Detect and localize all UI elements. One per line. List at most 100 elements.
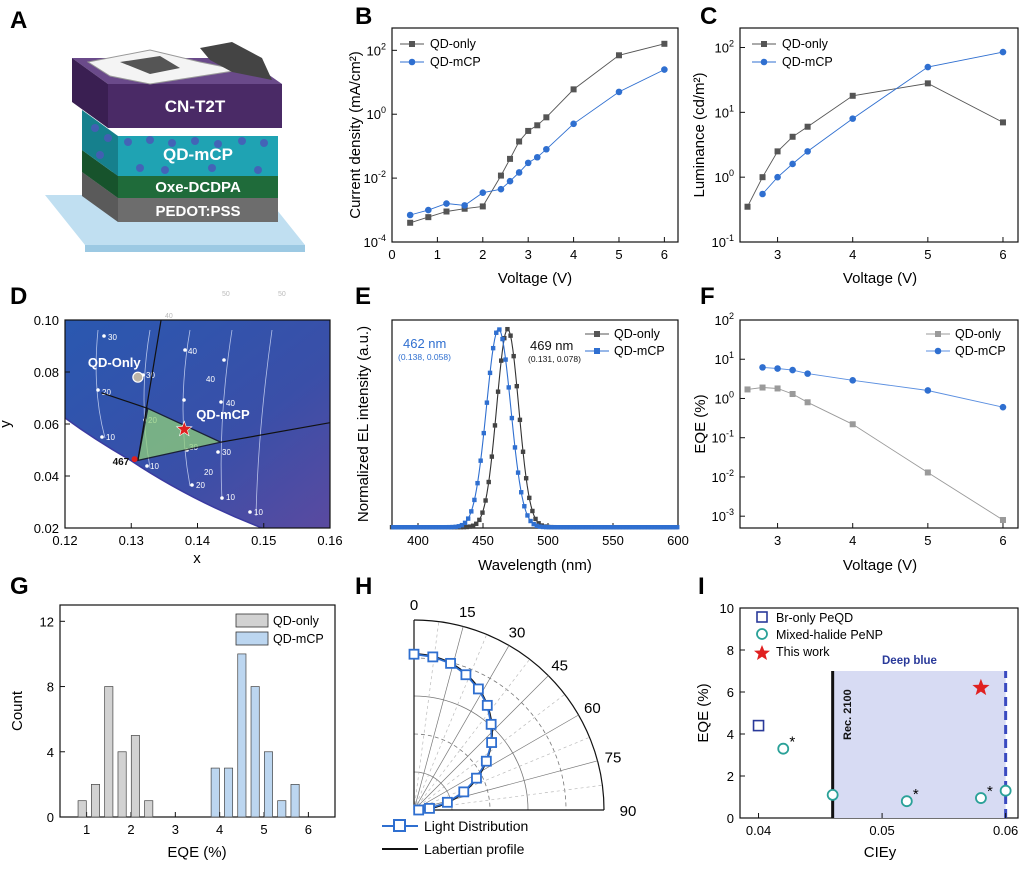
ticklabel-g-x-4: 5 xyxy=(260,822,267,837)
ticklabel-f-x-3: 6 xyxy=(999,533,1006,548)
ylabel-g: Count xyxy=(9,690,26,731)
series-f-1-line xyxy=(762,366,1004,408)
ticklabel-g-x-0: 1 xyxy=(83,822,90,837)
point-b-0-5 xyxy=(497,172,504,179)
substrate-side xyxy=(85,245,305,252)
point-f-1-1 xyxy=(774,365,781,372)
series-b xyxy=(406,40,668,226)
distribution-curve xyxy=(413,653,493,811)
axis-ticks-e: 400 450 500 550 600 xyxy=(407,523,689,548)
point-f-1-3 xyxy=(804,370,811,377)
spectrum-1-point-72 xyxy=(615,525,621,530)
point-b-1-0 xyxy=(406,211,414,219)
legend-g-only: QD-only xyxy=(273,614,320,628)
peak-mcp-label: 462 nm xyxy=(403,336,446,351)
panel-letter-i: I xyxy=(698,573,705,600)
point-b-1-6 xyxy=(506,177,514,185)
xlabel-b: Voltage (V) xyxy=(498,270,572,287)
ticklabel-i-y-4: 8 xyxy=(727,643,734,658)
point-i-this-work xyxy=(972,678,990,696)
spectrum-1-point-8 xyxy=(416,525,421,530)
legend-c: QD-only QD-mCP xyxy=(752,37,833,69)
spectrum-1-point-69 xyxy=(606,525,611,530)
ticklabel-c-y-2: 101 xyxy=(715,103,734,120)
spectrum-1-point-42 xyxy=(522,504,527,509)
boundary-line-3 xyxy=(220,422,330,443)
point-c-0-0 xyxy=(744,203,751,210)
polar-angle-label-45: 45 xyxy=(551,657,568,674)
cct-label-10b: 10 xyxy=(226,493,235,502)
spectrum-0-point-39 xyxy=(511,353,516,359)
bar-g-1-4 xyxy=(263,751,273,818)
point-f-0-2 xyxy=(774,385,781,392)
spectrum-1-point-3 xyxy=(400,525,405,530)
bar-g-0-4 xyxy=(130,735,140,818)
spectrum-1-point-4 xyxy=(403,525,408,530)
polar-grid: 0 15 30 45 60 75 90 xyxy=(410,597,637,820)
ticklabel-c-x-1: 4 xyxy=(849,247,856,262)
polar-spoke-52.5 xyxy=(413,694,565,811)
spectrum-1-point-35 xyxy=(500,336,505,342)
spectrum-1-point-27 xyxy=(475,480,480,486)
spectrum-1-point-22 xyxy=(459,522,465,528)
spectrum-1-point-5 xyxy=(406,525,412,530)
spectrum-1-point-7 xyxy=(412,525,418,530)
point-f-1-4 xyxy=(849,377,857,384)
distribution-point-9 xyxy=(471,772,482,784)
point-b-0-12 xyxy=(615,52,622,59)
spectrum-1-point-68 xyxy=(603,525,608,530)
ticklabel-c-x-0: 3 xyxy=(774,247,781,262)
panel-d: D xyxy=(0,283,343,567)
legend-i: Br-only PeQD Mixed-halide PeNP This work xyxy=(754,611,883,660)
point-b-1-12 xyxy=(615,88,623,96)
panel-a: A CN-T2T QD-mCP Oxe-DCDPA PEDOT:PS xyxy=(10,7,305,252)
spectrum-1-point-77 xyxy=(631,525,636,530)
series-c-0-line xyxy=(747,82,1004,207)
point-b-0-3 xyxy=(461,205,468,212)
spectrum-1-point-88 xyxy=(665,525,671,530)
axis-ticks-b: 0 1 2 3 4 5 6 10-4 10-2 100 102 xyxy=(364,41,668,262)
ticklabel-f-y-3: 100 xyxy=(715,389,734,406)
point-qd-mcp-star xyxy=(175,420,193,437)
spectrum-0-point-47 xyxy=(536,521,541,526)
ticklabel-i-x-2: 0.06 xyxy=(993,823,1018,838)
label-qd-mcp: QD-mCP xyxy=(196,407,250,422)
polar-angle-label-0: 0 xyxy=(410,597,418,614)
spectrum-1-point-87 xyxy=(662,525,667,530)
panel-letter-d: D xyxy=(10,283,27,310)
point-i-mixed-2 xyxy=(900,795,913,808)
bar-g-0-1 xyxy=(91,784,100,818)
panel-f: F 3 4 5 6 10-3 10-2 10-1 100 101 102 QD-only QD-m… xyxy=(692,283,1019,574)
polar-spoke-60 xyxy=(413,714,579,811)
cct-label-30c: 30 xyxy=(222,448,231,457)
spectrum-1-point-84 xyxy=(653,525,658,530)
ticklabel-f-y-4: 101 xyxy=(715,350,734,367)
ticklabel-b-x-6: 6 xyxy=(661,247,668,262)
spectrum-1-point-64 xyxy=(590,525,596,530)
point-b-1-10 xyxy=(543,145,550,153)
spectrum-0-point-28 xyxy=(477,517,482,523)
panel-h: H 0 15 30 45 60 75 90 Light Distribution Laber… xyxy=(355,573,636,857)
layer-label-pedot: PEDOT:PSS xyxy=(155,203,240,220)
spectrum-1-point-11 xyxy=(425,525,430,530)
legend-h: Light Distribution Labertian profile xyxy=(382,818,528,857)
point-i-mixed-1 xyxy=(826,789,839,801)
ticklabel-d-y-4: 0.10 xyxy=(34,313,59,328)
spectrum-0-point-43 xyxy=(523,476,529,481)
point-b-0-7 xyxy=(516,138,523,145)
spectrum-1-point-15 xyxy=(437,525,443,530)
point-c-1-4 xyxy=(849,115,857,122)
spectrum-0-point-26 xyxy=(470,523,476,528)
point-f-1-2 xyxy=(789,366,796,374)
bar-g-1-2 xyxy=(237,653,247,818)
legend-i-br: Br-only PeQD xyxy=(776,611,853,625)
peak-mcp-coords: (0.138, 0.058) xyxy=(398,352,451,362)
point-c-0-3 xyxy=(789,133,796,140)
spectrum-1-point-37 xyxy=(506,385,511,390)
point-c-1-3 xyxy=(804,148,811,155)
ticklabel-f-y-0: 10-3 xyxy=(712,507,734,524)
point-b-0-9 xyxy=(534,122,541,129)
spectrum-1-point-82 xyxy=(646,525,652,530)
polar-angle-label-90: 90 xyxy=(620,803,637,820)
